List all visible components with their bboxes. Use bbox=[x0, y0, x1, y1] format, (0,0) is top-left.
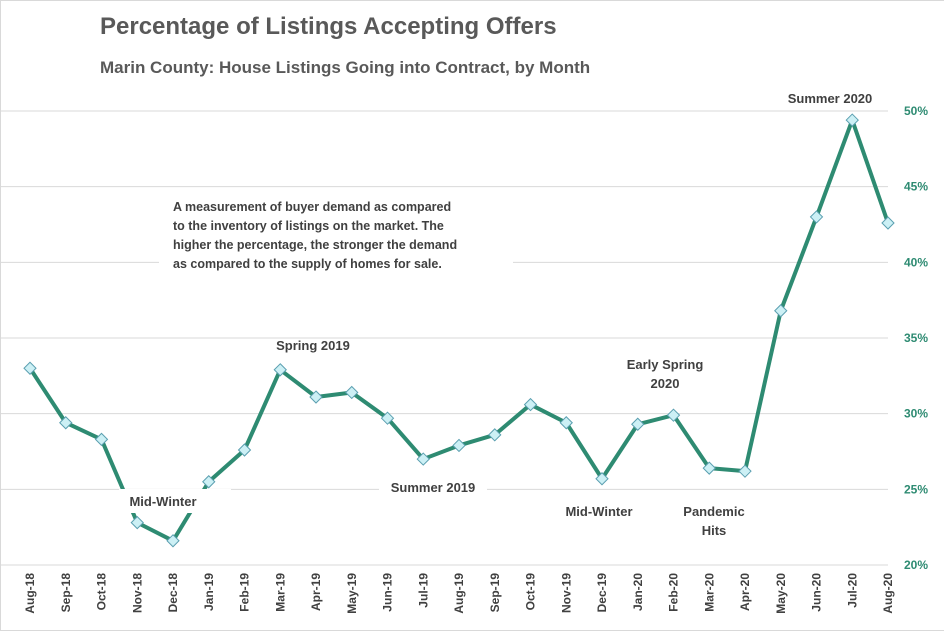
annotation-bg bbox=[119, 489, 231, 513]
data-point bbox=[416, 452, 430, 466]
data-point bbox=[380, 411, 395, 425]
data-point bbox=[738, 464, 752, 478]
annotation-label: Pandemic bbox=[683, 504, 744, 519]
y-tick-label: 40% bbox=[904, 255, 928, 269]
data-point bbox=[809, 210, 824, 224]
x-tick-label: Oct-18 bbox=[95, 573, 109, 611]
data-point bbox=[881, 216, 895, 230]
y-tick-label: 20% bbox=[904, 558, 928, 572]
annotation-label: Mid-Winter bbox=[565, 504, 632, 519]
x-tick-label: Dec-18 bbox=[166, 573, 180, 613]
annotation-label: Spring 2019 bbox=[276, 338, 350, 353]
description-line: higher the percentage, the stronger the … bbox=[173, 238, 457, 252]
x-tick-label: Jun-20 bbox=[810, 573, 824, 612]
x-tick-label: Sep-18 bbox=[59, 573, 73, 613]
x-tick-label: Oct-19 bbox=[524, 573, 538, 611]
data-point bbox=[237, 443, 252, 457]
annotation-label: Summer 2019 bbox=[391, 480, 476, 495]
annotation-bg bbox=[379, 475, 487, 499]
data-point bbox=[666, 408, 681, 422]
x-tick-label: Jan-20 bbox=[631, 573, 645, 611]
y-tick-label: 35% bbox=[904, 331, 928, 345]
data-point bbox=[23, 361, 37, 375]
data-point bbox=[595, 472, 609, 486]
x-tick-label: Apr-19 bbox=[309, 573, 323, 611]
y-tick-label: 30% bbox=[904, 407, 928, 421]
description-line: A measurement of buyer demand as compare… bbox=[173, 200, 451, 214]
x-tick-label: Dec-19 bbox=[595, 573, 609, 613]
x-tick-label: Nov-18 bbox=[130, 573, 144, 613]
x-tick-label: Aug-18 bbox=[23, 573, 37, 614]
x-tick-label: Mar-19 bbox=[273, 573, 287, 612]
x-tick-label: Jul-19 bbox=[416, 573, 430, 608]
data-point bbox=[94, 432, 109, 447]
data-point bbox=[523, 397, 538, 412]
x-tick-label: Sep-19 bbox=[488, 573, 502, 613]
x-tick-label: May-20 bbox=[774, 573, 788, 614]
data-point bbox=[345, 385, 359, 400]
data-point bbox=[202, 475, 216, 489]
data-point bbox=[845, 113, 859, 127]
annotation-label: Mid-Winter bbox=[129, 494, 196, 509]
y-tick-label: 45% bbox=[904, 180, 928, 194]
x-tick-label: Apr-20 bbox=[738, 573, 752, 611]
annotation-label: Early Spring bbox=[627, 357, 704, 372]
chart-title: Percentage of Listings Accepting Offers bbox=[100, 13, 557, 40]
x-tick-label: Mar-20 bbox=[702, 573, 716, 612]
description-box bbox=[159, 193, 513, 273]
x-tick-label: Feb-19 bbox=[238, 573, 252, 612]
x-tick-label: Feb-20 bbox=[667, 573, 681, 612]
annotation-label: Summer 2020 bbox=[788, 91, 873, 106]
x-tick-label: Jul-20 bbox=[845, 573, 859, 608]
data-point bbox=[702, 461, 716, 475]
data-point bbox=[774, 304, 788, 318]
data-point bbox=[273, 363, 287, 377]
y-tick-label: 50% bbox=[904, 104, 928, 118]
description-line: to the inventory of listings on the mark… bbox=[173, 219, 444, 233]
data-point bbox=[166, 534, 180, 548]
x-tick-label: Aug-20 bbox=[881, 573, 895, 614]
chart-subtitle: Marin County: House Listings Going into … bbox=[100, 58, 591, 77]
annotation-label: Hits bbox=[702, 523, 727, 538]
data-point bbox=[631, 417, 645, 431]
x-tick-label: Aug-19 bbox=[452, 573, 466, 614]
annotation-label: 2020 bbox=[651, 376, 680, 391]
data-point bbox=[452, 438, 466, 453]
x-tick-label: Jan-19 bbox=[202, 573, 216, 611]
y-tick-label: 25% bbox=[904, 482, 928, 496]
x-tick-label: Nov-19 bbox=[559, 573, 573, 613]
data-point bbox=[59, 416, 73, 430]
data-point bbox=[130, 515, 144, 530]
data-point bbox=[488, 428, 502, 442]
x-tick-label: Jun-19 bbox=[381, 573, 395, 612]
data-point bbox=[309, 390, 323, 404]
data-point bbox=[559, 416, 573, 430]
description-line: as compared to the supply of homes for s… bbox=[173, 257, 442, 271]
x-tick-label: May-19 bbox=[345, 573, 359, 614]
